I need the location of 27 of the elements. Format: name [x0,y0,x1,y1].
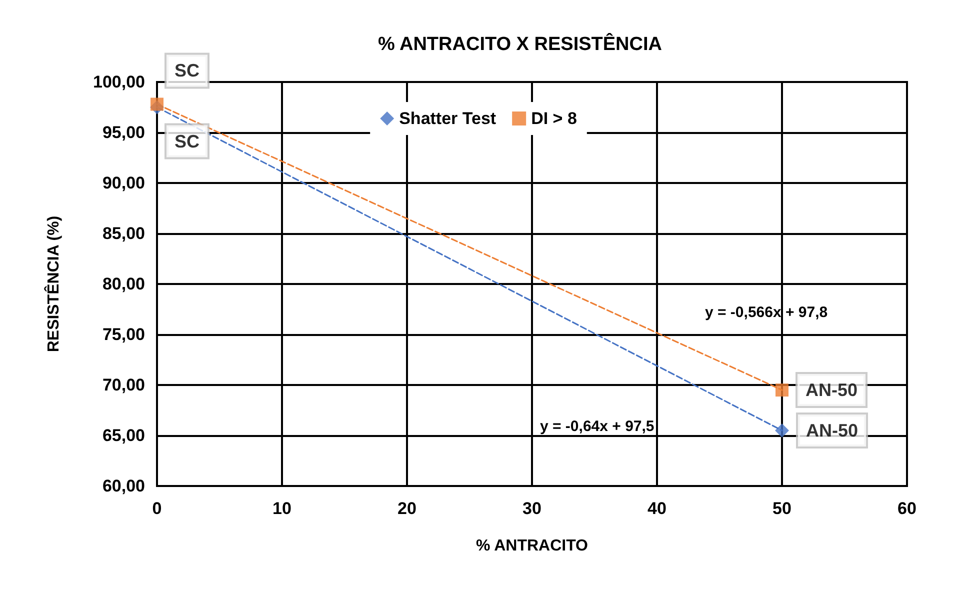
x-tick-label: 40 [648,499,666,518]
x-tick-label: 50 [772,499,792,518]
annotation: y = -0,566x + 97,8 [705,304,828,321]
annotation: y = -0,64x + 97,5 [540,418,654,435]
x-tick-label: 0 [152,499,162,518]
y-tick-label: 100,00 [93,72,145,92]
y-tick-label: 90,00 [102,174,145,192]
y-tick-label: 70,00 [102,376,145,394]
x-axis-title: % ANTRACITO [476,538,588,554]
data-label: SC [174,131,200,152]
y-tick-label: 95,00 [102,123,145,142]
x-tick-label: 20 [398,499,416,518]
y-tick-label: 75,00 [102,325,145,344]
data-label: AN-50 [806,420,858,440]
y-axis-title: RESISTÊNCIA (%) [44,216,62,352]
legend-label: Shatter Test [399,109,496,128]
chart-title: % ANTRACITO X RESISTÊNCIA [378,32,662,55]
y-tick-label: 65,00 [102,426,145,445]
data-label: AN-50 [806,380,858,400]
y-tick-label: 80,00 [102,274,145,294]
legend-label: DI > 8 [531,109,577,128]
x-tick-label: 30 [522,499,542,518]
x-tick-label: 60 [898,499,916,518]
y-tick-label: 60,00 [102,476,145,496]
y-tick-label: 85,00 [102,224,145,243]
x-tick-label: 10 [272,499,292,518]
data-label: SC [174,60,200,81]
